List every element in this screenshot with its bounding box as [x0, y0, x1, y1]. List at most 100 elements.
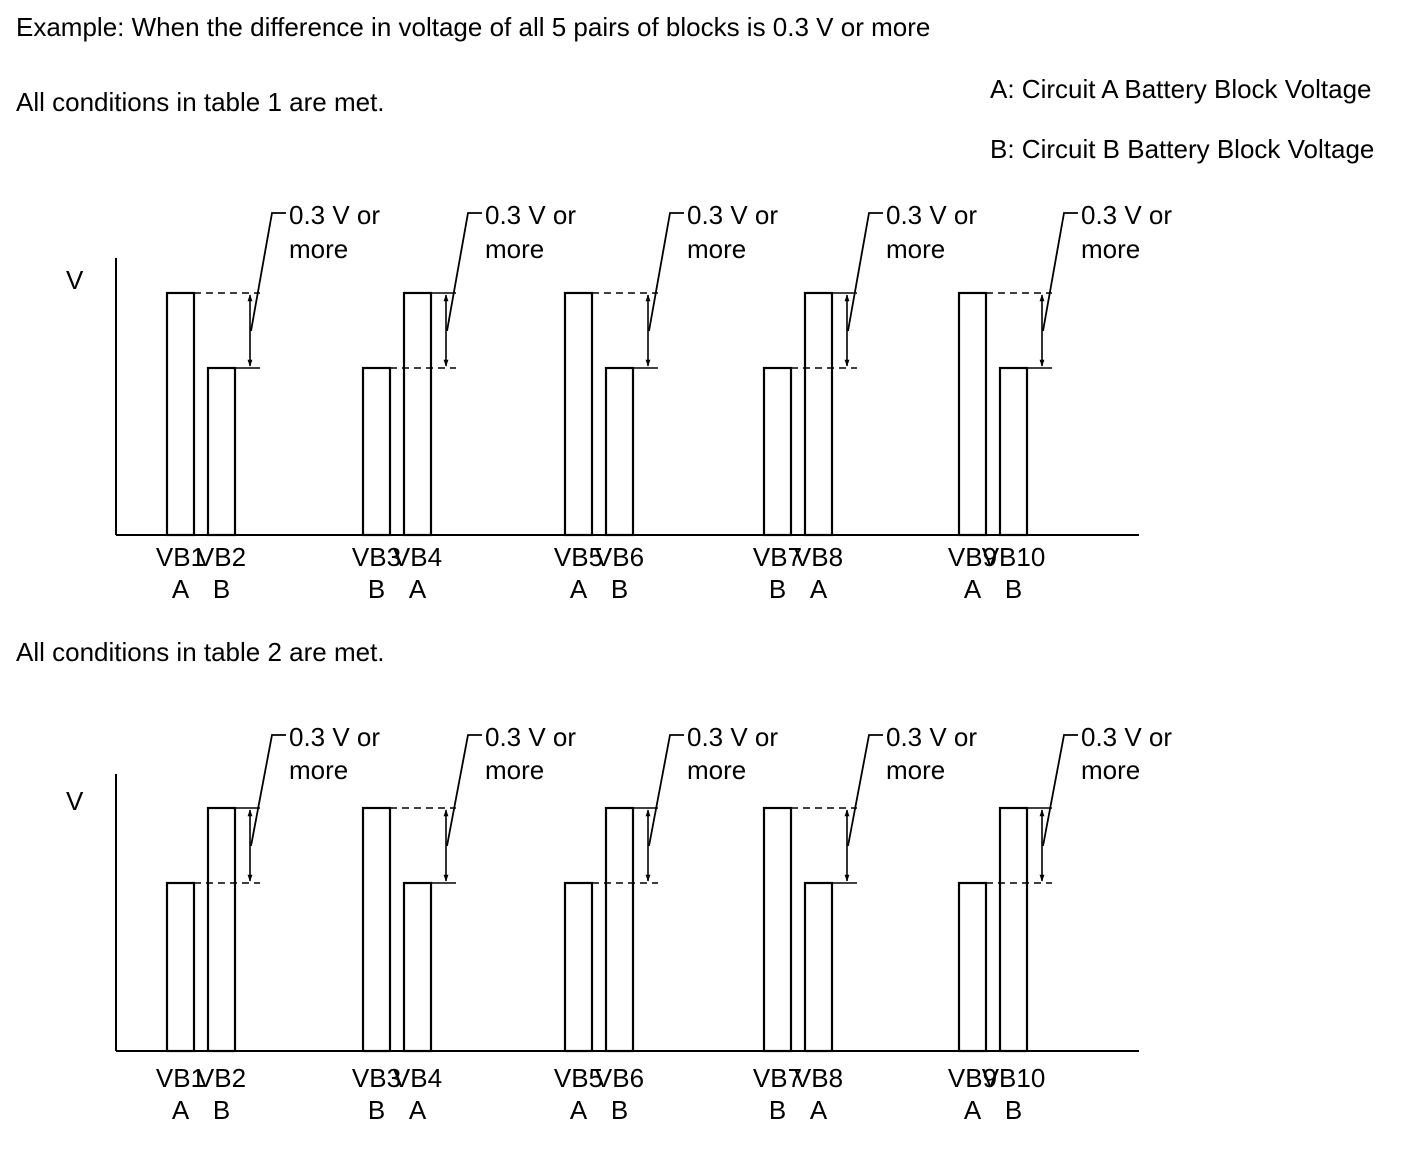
voltage-bar-vb9	[957, 291, 988, 537]
circuit-label: A	[570, 1095, 588, 1125]
leader-line	[1042, 212, 1078, 332]
voltage-bar-vb8	[803, 881, 834, 1053]
leader-line	[1042, 734, 1078, 847]
panel-2-caption: All conditions in table 2 are met.	[16, 637, 385, 667]
block-name-label: VB7	[753, 1063, 802, 1093]
example-heading: Example: When the difference in voltage …	[16, 12, 931, 42]
legend-circuit-a: A: Circuit A Battery Block Voltage	[990, 74, 1372, 104]
block-name-label: VB4	[393, 1063, 442, 1093]
circuit-label: B	[611, 1095, 628, 1125]
difference-label-line1: 0.3 V or	[1081, 722, 1172, 752]
block-name-label: VB2	[197, 1063, 246, 1093]
circuit-label: A	[810, 574, 828, 604]
block-name-label: VB10	[982, 542, 1046, 572]
difference-label-line1: 0.3 V or	[289, 200, 380, 230]
leader-line	[250, 734, 286, 847]
block-name-label: VB6	[595, 1063, 644, 1093]
block-name-label: VB2	[197, 542, 246, 572]
voltage-bar-vb1	[165, 291, 196, 537]
difference-label-line2: more	[485, 234, 544, 264]
leader-line	[446, 734, 482, 847]
voltage-bar-vb7	[762, 806, 793, 1053]
difference-label-line2: more	[289, 755, 348, 785]
block-name-label: VB1	[156, 542, 205, 572]
voltage-bar-vb6	[604, 366, 635, 537]
leader-line	[446, 212, 482, 332]
circuit-label: A	[172, 1095, 190, 1125]
block-name-label: VB6	[595, 542, 644, 572]
circuit-label: B	[213, 1095, 230, 1125]
difference-label-line2: more	[485, 755, 544, 785]
circuit-label: B	[769, 1095, 786, 1125]
voltage-bar-vb2	[206, 806, 237, 1053]
voltage-bar-vb10	[998, 806, 1029, 1053]
circuit-label: A	[172, 574, 190, 604]
y-axis-label: V	[66, 265, 84, 295]
difference-label-line2: more	[886, 755, 945, 785]
block-name-label: VB9	[948, 1063, 997, 1093]
voltage-bar-vb5	[563, 881, 594, 1053]
voltage-bar-vb4	[402, 881, 433, 1053]
block-name-label: VB7	[753, 542, 802, 572]
block-name-label: VB8	[794, 1063, 843, 1093]
block-name-label: VB5	[554, 1063, 603, 1093]
voltage-bar-vb1	[165, 881, 196, 1053]
circuit-label: B	[769, 574, 786, 604]
difference-label-line1: 0.3 V or	[886, 200, 977, 230]
difference-label-line2: more	[687, 234, 746, 264]
voltage-bar-vb2	[206, 366, 237, 537]
circuit-label: A	[409, 1095, 427, 1125]
circuit-label: A	[964, 1095, 982, 1125]
difference-label-line1: 0.3 V or	[485, 722, 576, 752]
difference-label-line1: 0.3 V or	[1081, 200, 1172, 230]
leader-line	[847, 212, 883, 332]
block-name-label: VB3	[352, 542, 401, 572]
leader-line	[648, 212, 684, 332]
voltage-bar-vb8	[803, 291, 834, 537]
circuit-label: A	[409, 574, 427, 604]
leader-line	[648, 734, 684, 847]
voltage-bar-vb7	[762, 366, 793, 537]
circuit-label: B	[1005, 574, 1022, 604]
panel-1-caption: All conditions in table 1 are met.	[16, 87, 385, 117]
block-name-label: VB8	[794, 542, 843, 572]
circuit-label: A	[964, 574, 982, 604]
voltage-bar-vb3	[361, 806, 392, 1053]
difference-label-line2: more	[687, 755, 746, 785]
voltage-bar-vb6	[604, 806, 635, 1053]
circuit-label: B	[368, 574, 385, 604]
difference-label-line1: 0.3 V or	[687, 200, 778, 230]
voltage-bar-vb9	[957, 881, 988, 1053]
block-name-label: VB3	[352, 1063, 401, 1093]
circuit-label: A	[570, 574, 588, 604]
difference-label-line1: 0.3 V or	[687, 722, 778, 752]
voltage-bar-vb4	[402, 291, 433, 537]
circuit-label: B	[1005, 1095, 1022, 1125]
block-name-label: VB4	[393, 542, 442, 572]
difference-label-line1: 0.3 V or	[485, 200, 576, 230]
difference-label-line1: 0.3 V or	[886, 722, 977, 752]
block-name-label: VB1	[156, 1063, 205, 1093]
voltage-bar-vb3	[361, 366, 392, 537]
block-name-label: VB10	[982, 1063, 1046, 1093]
difference-label-line2: more	[886, 234, 945, 264]
block-name-label: VB5	[554, 542, 603, 572]
difference-label-line2: more	[289, 234, 348, 264]
difference-label-line2: more	[1081, 234, 1140, 264]
block-name-label: VB9	[948, 542, 997, 572]
y-axis-label: V	[66, 786, 84, 816]
circuit-label: B	[368, 1095, 385, 1125]
